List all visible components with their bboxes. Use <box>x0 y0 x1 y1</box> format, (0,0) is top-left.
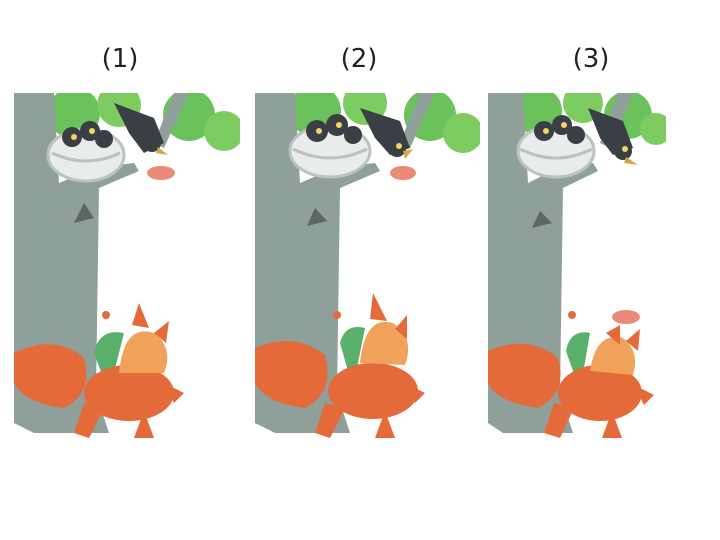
fox <box>488 311 654 438</box>
meat <box>147 166 175 180</box>
fox <box>14 303 184 438</box>
meat <box>612 310 640 324</box>
chicks <box>62 121 113 148</box>
illustration-3 <box>488 93 666 438</box>
crow <box>360 108 413 159</box>
panel-label-3: (3) <box>572 44 610 74</box>
panel-label-1: (1) <box>101 44 139 74</box>
illustration-2 <box>255 93 480 438</box>
crow <box>588 108 638 165</box>
meat <box>390 166 416 180</box>
crow <box>114 103 168 155</box>
chicks <box>306 114 362 144</box>
fox <box>255 293 425 438</box>
panel-1 <box>14 93 240 455</box>
illustration-1 <box>14 93 240 438</box>
panel-2 <box>255 93 480 455</box>
chicks <box>534 115 585 144</box>
panel-3 <box>488 93 666 455</box>
panel-label-2: (2) <box>340 44 378 74</box>
